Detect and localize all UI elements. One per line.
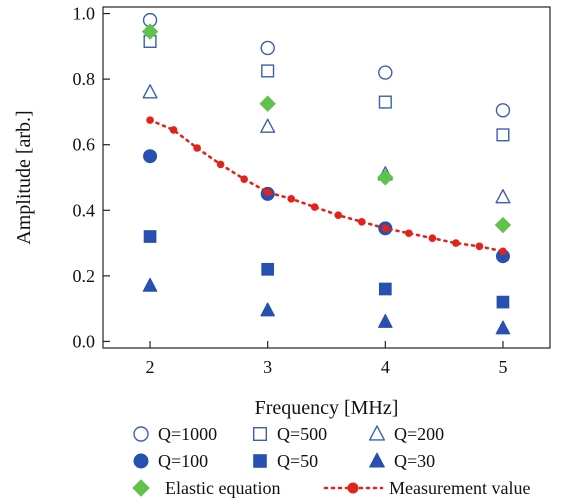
data-point-measurement-value: [499, 247, 507, 256]
y-tick-label: 0.8: [73, 69, 96, 89]
data-point-q-50: [261, 262, 275, 276]
data-point-measurement-value: [381, 224, 390, 233]
y-tick-label: 0.0: [73, 331, 96, 351]
data-point-q-30: [142, 277, 158, 292]
legend-marker-q-100: [133, 453, 149, 469]
data-point-q-200: [495, 189, 511, 204]
x-tick-label: 2: [146, 357, 155, 377]
data-point-elastic-equation: [377, 169, 394, 186]
data-point-measurement-value: [428, 234, 437, 242]
data-point-q-100: [143, 149, 158, 164]
data-point-q-500: [496, 128, 510, 142]
data-point-measurement-value: [146, 116, 154, 124]
y-tick-label: 0.4: [73, 200, 96, 220]
x-tick-label: 5: [498, 357, 507, 377]
data-point-measurement-value: [334, 211, 343, 220]
data-point-q-50: [378, 282, 392, 296]
data-point-q-30: [260, 302, 276, 317]
data-point-elastic-equation: [259, 95, 276, 112]
legend-marker-q-50: [253, 454, 267, 468]
data-point-measurement-value: [169, 126, 178, 134]
data-point-q-1000: [260, 40, 275, 56]
data-point-measurement-value: [263, 188, 272, 197]
data-point-measurement-value: [240, 175, 248, 183]
legend-marker-q-30: [369, 452, 385, 468]
data-point-measurement-value: [216, 160, 225, 169]
data-point-q-1000: [495, 103, 511, 118]
legend-label-q-200: Q=200: [394, 424, 444, 444]
y-tick-label: 0.6: [73, 135, 96, 155]
data-point-q-1000: [378, 65, 393, 80]
data-point-measurement-value: [357, 217, 366, 226]
series-line-measurement-value: [148, 118, 505, 253]
legend-marker-measurement-value: [347, 482, 359, 494]
data-point-q-50: [143, 230, 157, 243]
data-point-q-200: [142, 84, 158, 99]
x-axis-label: Frequency [MHz]: [255, 397, 399, 419]
legend-label-q-30: Q=30: [394, 451, 435, 471]
legend-label-elastic-equation: Elastic equation: [165, 478, 280, 498]
legend-label-measurement-value: Measurement value: [389, 478, 530, 498]
y-axis-label: Amplitude [arb.]: [13, 110, 35, 244]
x-tick-label: 4: [381, 357, 390, 377]
data-point-q-500: [378, 95, 392, 109]
legend-label-q-500: Q=500: [277, 424, 327, 444]
legend-label-q-1000: Q=1000: [158, 424, 217, 444]
data-point-q-200: [260, 118, 276, 133]
y-tick-label: 0.2: [73, 266, 96, 286]
y-tick-label: 1.0: [73, 4, 96, 24]
legend-label-q-100: Q=100: [158, 451, 208, 471]
data-point-q-30: [377, 313, 393, 328]
data-point-q-50: [496, 295, 510, 309]
data-point-measurement-value: [310, 203, 319, 211]
data-point-q-500: [261, 64, 275, 78]
data-point-elastic-equation: [494, 216, 512, 234]
data-point-measurement-value: [193, 144, 201, 152]
data-point-measurement-value: [405, 229, 413, 238]
legend-marker-q-500: [252, 427, 267, 442]
data-point-measurement-value: [452, 239, 460, 247]
data-point-measurement-value: [475, 242, 484, 251]
plot-frame: [102, 6, 551, 349]
x-tick-label: 3: [263, 357, 272, 377]
data-point-measurement-value: [287, 195, 296, 203]
legend-marker-elastic-equation: [132, 479, 150, 497]
data-point-elastic-equation: [141, 23, 159, 40]
legend-marker-q-1000: [133, 426, 149, 442]
data-point-q-30: [495, 320, 511, 335]
legend-label-q-50: Q=50: [277, 451, 318, 471]
legend-marker-q-200: [368, 425, 386, 441]
